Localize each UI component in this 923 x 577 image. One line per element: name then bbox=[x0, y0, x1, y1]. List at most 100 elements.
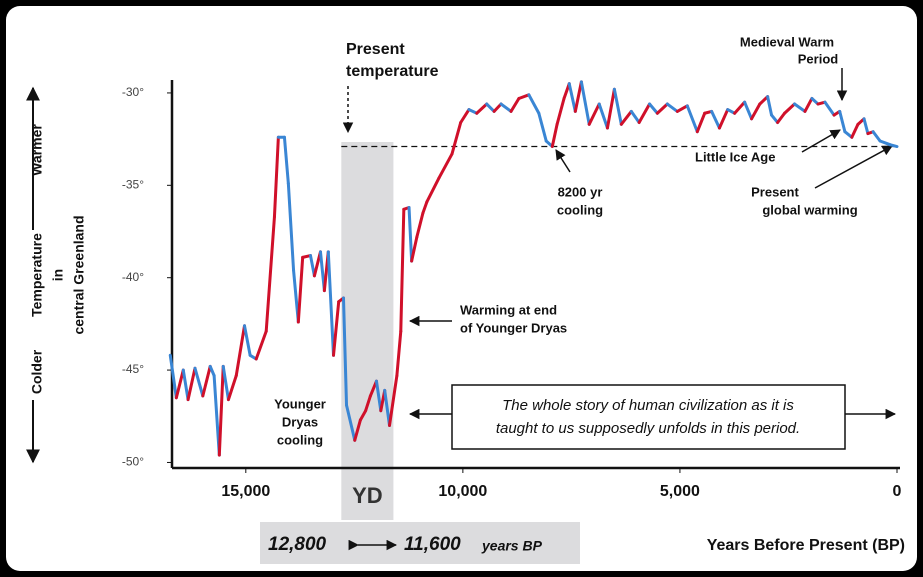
temperature-segment bbox=[388, 374, 399, 428]
x-tick-label: 15,000 bbox=[221, 483, 270, 500]
temperature-segment bbox=[685, 104, 699, 134]
present-temp-label: temperature bbox=[346, 63, 439, 80]
temperature-segment bbox=[383, 388, 391, 428]
temperature-segment bbox=[221, 364, 230, 402]
temperature-segment bbox=[793, 102, 807, 113]
yd-warming-label: Warming at end bbox=[460, 302, 557, 317]
temperature-segment bbox=[823, 100, 836, 117]
temperature-segment bbox=[783, 102, 797, 115]
x-tick-label: 0 bbox=[893, 483, 902, 500]
temperature-segment bbox=[750, 102, 762, 121]
little-ice-age-label: Little Ice Age bbox=[695, 149, 775, 164]
temperature-segment bbox=[555, 96, 566, 126]
temperature-segment bbox=[437, 152, 454, 180]
temperature-segment bbox=[326, 250, 335, 357]
temperature-segment bbox=[648, 102, 659, 115]
arrow bbox=[555, 149, 571, 173]
temperature-segment bbox=[537, 111, 548, 143]
temperature-segment bbox=[655, 102, 669, 115]
axes bbox=[167, 80, 900, 473]
temperature-segment bbox=[597, 102, 609, 130]
yd-band bbox=[341, 142, 394, 520]
medieval-label: Medieval Warm bbox=[740, 34, 834, 49]
temperature-segment bbox=[374, 379, 383, 413]
temperature-segment bbox=[345, 403, 357, 442]
temperature-segment bbox=[217, 364, 225, 457]
temperature-segment bbox=[710, 109, 721, 130]
y-tick-label: -35° bbox=[122, 177, 144, 191]
y-tick-label: -45° bbox=[122, 362, 144, 376]
temperature-segment bbox=[353, 418, 362, 442]
arrow bbox=[814, 145, 893, 189]
temperature-segment bbox=[619, 109, 633, 126]
y-tick-label: -30° bbox=[122, 85, 144, 99]
temperature-segment bbox=[272, 135, 280, 219]
temperature-segment bbox=[395, 329, 403, 378]
civilization-text: taught to us supposedly unfolds in this … bbox=[496, 420, 800, 437]
temperature-segment bbox=[459, 108, 471, 124]
yd-warming-label: of Younger Dryas bbox=[460, 320, 567, 335]
temperature-segment bbox=[862, 117, 870, 136]
temperature-segment bbox=[567, 82, 577, 113]
civilization-text: The whole story of human civilization as… bbox=[502, 397, 794, 414]
temperature-segment bbox=[286, 181, 296, 272]
yd-caption-box bbox=[260, 522, 580, 564]
temperature-segment bbox=[878, 139, 892, 147]
temperature-segment bbox=[364, 394, 372, 413]
temperature-segment bbox=[485, 102, 496, 113]
global-warming-label: global warming bbox=[762, 202, 857, 217]
temperature-segment bbox=[181, 368, 190, 402]
yd-unit: years BP bbox=[481, 538, 543, 554]
y-label-in: in bbox=[50, 269, 66, 281]
temperature-segment bbox=[201, 364, 212, 398]
temperature-segment bbox=[410, 235, 419, 263]
cooling-8200-label: cooling bbox=[557, 202, 603, 217]
x-axis-label: Years Before Present (BP) bbox=[707, 537, 905, 554]
temperature-segment bbox=[717, 108, 730, 130]
temperature-segment bbox=[766, 95, 774, 117]
temperature-segment bbox=[399, 207, 406, 333]
temperature-segment bbox=[475, 102, 489, 115]
civilization-box bbox=[451, 384, 846, 450]
temperature-segment bbox=[605, 87, 616, 130]
temperature-segment bbox=[776, 111, 787, 124]
yd-cooling-label: Dryas bbox=[282, 414, 318, 429]
x-tick-label: 10,000 bbox=[438, 483, 487, 500]
yd-start: 12,800 bbox=[268, 534, 327, 555]
temperature-segment bbox=[492, 102, 503, 113]
temperature-segment bbox=[733, 100, 747, 115]
temperature-segment bbox=[243, 324, 252, 357]
temperature-segment bbox=[803, 96, 814, 113]
y-tick-label: -40° bbox=[122, 270, 144, 284]
temperature-segment bbox=[186, 366, 197, 402]
temperature-segment bbox=[358, 409, 368, 422]
y-label-colder: Colder bbox=[29, 349, 45, 394]
temperature-segment bbox=[871, 130, 882, 143]
temperature-segment bbox=[499, 102, 513, 113]
temperature-segment bbox=[517, 93, 531, 100]
temperature-segment bbox=[254, 329, 268, 361]
temperature-segment bbox=[888, 143, 899, 149]
yd-cooling-label: cooling bbox=[277, 432, 323, 447]
temperature-segment bbox=[850, 122, 860, 139]
temperature-segment bbox=[770, 113, 780, 124]
yd-end: 11,600 bbox=[404, 534, 461, 555]
temperature-segment bbox=[612, 87, 623, 126]
temperature-segment bbox=[629, 109, 641, 124]
yd-cooling-label: Younger bbox=[274, 396, 326, 411]
temperature-segment bbox=[695, 111, 707, 134]
temperature-segment bbox=[415, 211, 425, 239]
temperature-segment bbox=[573, 80, 583, 113]
y-label-main: Temperature bbox=[29, 233, 45, 317]
annotations: Present temperature Medieval Warm Period… bbox=[274, 34, 897, 450]
temperature-segment bbox=[527, 93, 541, 115]
medieval-label: Period bbox=[798, 51, 839, 66]
temperature-segment bbox=[226, 374, 238, 402]
temperature-segment bbox=[193, 366, 205, 398]
temperature-segment bbox=[758, 95, 770, 106]
temperature-segment bbox=[838, 109, 847, 134]
arrow bbox=[801, 129, 841, 153]
temperature-segment bbox=[174, 368, 185, 400]
temperature-segment bbox=[421, 200, 429, 215]
